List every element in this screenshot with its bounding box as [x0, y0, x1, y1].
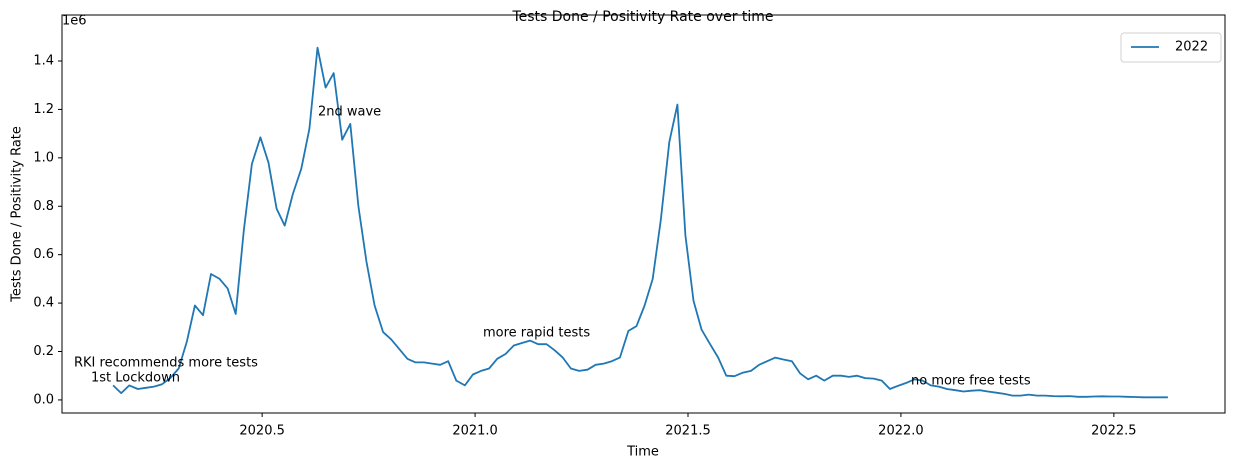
x-axis-label: Time [626, 445, 659, 460]
y-axis-label: Tests Done / Positivity Rate [10, 126, 25, 303]
annotation: RKI recommends more tests [74, 356, 258, 371]
y-tick-label: 1.2 [33, 102, 54, 117]
x-tick-label: 2022.5 [1091, 424, 1137, 439]
y-tick-label: 0.8 [33, 199, 54, 214]
legend-label: 2022 [1175, 40, 1208, 55]
y-offset-text: 1e6 [62, 14, 87, 29]
annotation: 1st Lockdown [91, 371, 180, 386]
y-tick-label: 0.2 [33, 344, 54, 359]
annotation: more rapid tests [483, 326, 590, 341]
x-tick-label: 2021.0 [452, 424, 498, 439]
x-tick-label: 2021.5 [665, 424, 711, 439]
y-tick-label: 0.0 [33, 392, 54, 407]
y-tick-label: 1.0 [33, 150, 54, 165]
y-tick-label: 0.4 [33, 296, 54, 311]
annotation: 2nd wave [318, 105, 381, 120]
plot-frame [61, 14, 1226, 414]
annotation: no more free tests [911, 374, 1031, 389]
x-tick-label: 2022.0 [878, 424, 924, 439]
chart-title: Tests Done / Positivity Rate over time [511, 9, 773, 25]
y-tick-label: 1.4 [33, 53, 54, 68]
x-tick-label: 2020.5 [239, 424, 285, 439]
line-series [112, 46, 1168, 399]
y-tick-label: 0.6 [33, 247, 54, 262]
legend-box [1120, 32, 1222, 63]
